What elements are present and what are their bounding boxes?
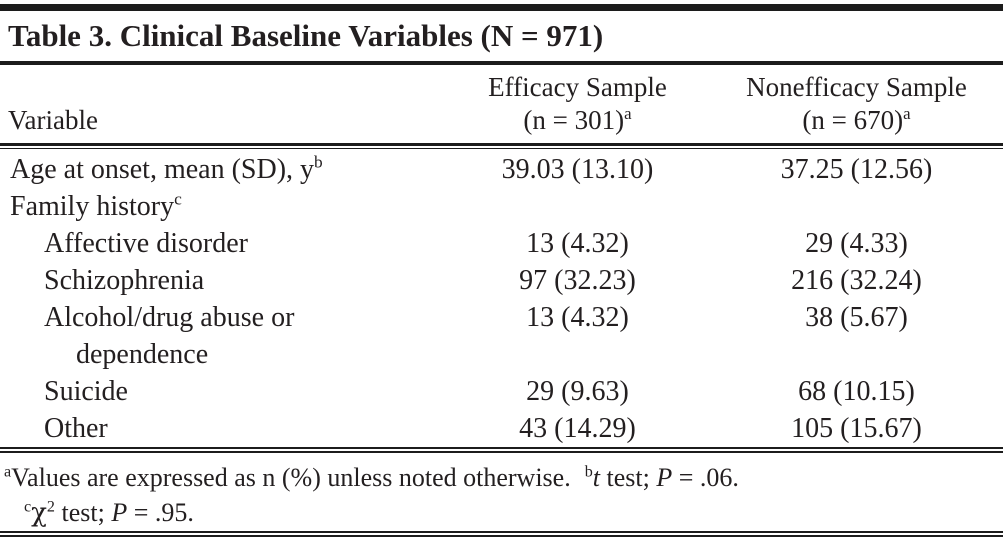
nonefficacy-header-line1: Nonefficacy Sample bbox=[746, 72, 967, 102]
row-efficacy-value: 39.03 (13.10) bbox=[501, 154, 654, 185]
row-nonefficacy-value: 29 (4.33) bbox=[805, 228, 908, 259]
footnote-a-text: Values are expressed as n (%) unless not… bbox=[11, 463, 571, 492]
row-efficacy-value: 43 (14.29) bbox=[519, 413, 636, 444]
header-separator-rule bbox=[0, 143, 1003, 149]
efficacy-header-footnote-marker: a bbox=[624, 104, 632, 123]
row-label-continuation: dependence bbox=[76, 339, 209, 370]
row-nonefficacy-value: 105 (15.67) bbox=[791, 413, 922, 444]
table-row: Suicide 29 (9.63) 68 (10.15) bbox=[0, 373, 1003, 410]
table-row: Alcohol/drug abuse or dependence 13 (4.3… bbox=[0, 299, 1003, 373]
row-efficacy-value: 97 (32.23) bbox=[519, 265, 636, 296]
nonefficacy-header-line2: (n = 670) bbox=[802, 105, 904, 135]
column-header-nonefficacy: Nonefficacy Sample (n = 670)a bbox=[710, 71, 1003, 143]
footnote-marker: b bbox=[314, 152, 323, 172]
footnote-marker: c bbox=[174, 189, 182, 209]
footnote-c-chi-exponent: 2 bbox=[46, 498, 55, 516]
table-footnotes: aValues are expressed as n (%) unless no… bbox=[0, 453, 1003, 531]
row-label: Suicide bbox=[44, 376, 128, 407]
efficacy-header-line2: (n = 301) bbox=[523, 105, 625, 135]
bottom-rule bbox=[0, 531, 1003, 537]
row-nonefficacy-value: 216 (32.24) bbox=[791, 265, 922, 296]
row-nonefficacy-value: 38 (5.67) bbox=[805, 302, 908, 333]
table-row: Schizophrenia 97 (32.23) 216 (32.24) bbox=[0, 262, 1003, 299]
footnote-b-marker: b bbox=[584, 463, 593, 481]
footnote-a-marker: a bbox=[4, 463, 12, 481]
row-efficacy-value: 13 (4.32) bbox=[526, 302, 629, 333]
footnote-c-p: P bbox=[111, 498, 128, 527]
title-rule bbox=[0, 61, 1003, 65]
footnote-separator-rule bbox=[0, 447, 1003, 453]
table-row: Age at onset, mean (SD), yb 39.03 (13.10… bbox=[0, 151, 1003, 188]
table-body: Age at onset, mean (SD), yb 39.03 (13.10… bbox=[0, 149, 1003, 447]
table-row: Affective disorder 13 (4.32) 29 (4.33) bbox=[0, 225, 1003, 262]
column-header-efficacy: Efficacy Sample (n = 301)a bbox=[445, 71, 710, 143]
top-rule bbox=[0, 4, 1003, 11]
table-title: Table 3. Clinical Baseline Variables (N … bbox=[8, 18, 604, 53]
footnote-c-marker: c bbox=[24, 498, 32, 516]
row-label: Age at onset, mean (SD), yb bbox=[10, 152, 323, 185]
table-header-row: Variable Efficacy Sample (n = 301)a None… bbox=[0, 65, 1003, 143]
footnote-line-1: aValues are expressed as n (%) unless no… bbox=[4, 463, 739, 492]
nonefficacy-header-footnote-marker: a bbox=[903, 104, 911, 123]
row-efficacy-value: 13 (4.32) bbox=[526, 228, 629, 259]
footnote-b-value: = .06. bbox=[672, 463, 739, 492]
row-nonefficacy-value: 68 (10.15) bbox=[798, 376, 915, 407]
footnote-line-2: cχ2 test; P = .95. bbox=[24, 498, 194, 528]
row-label: Family historyc bbox=[10, 189, 182, 222]
row-efficacy-value: 29 (9.63) bbox=[526, 376, 629, 407]
row-label: Alcohol/drug abuse or dependence bbox=[0, 299, 445, 373]
row-label: Affective disorder bbox=[44, 228, 248, 259]
row-label: Schizophrenia bbox=[44, 265, 205, 296]
table-row: Other 43 (14.29) 105 (15.67) bbox=[0, 410, 1003, 447]
row-label: Other bbox=[44, 413, 108, 444]
table-row: Family historyc bbox=[0, 188, 1003, 225]
footnote-c-value: = .95. bbox=[127, 498, 194, 527]
footnote-b-stat: t bbox=[592, 463, 600, 492]
footnote-c-chi: χ bbox=[31, 498, 47, 528]
efficacy-header-line1: Efficacy Sample bbox=[488, 72, 667, 102]
row-nonefficacy-value: 37.25 (12.56) bbox=[780, 154, 933, 185]
footnote-b-p: P bbox=[656, 463, 673, 492]
column-header-variable: Variable bbox=[8, 105, 98, 135]
